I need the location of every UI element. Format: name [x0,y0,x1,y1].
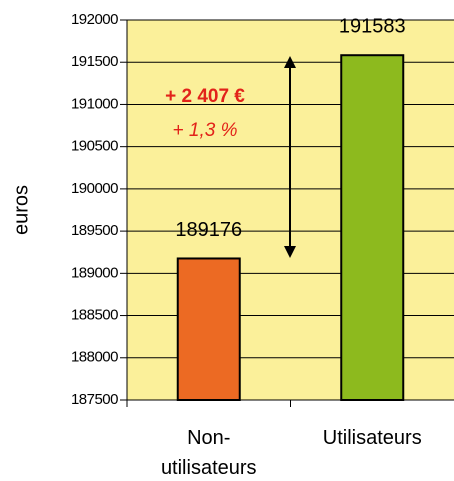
y-tick-label: 191000 [71,95,118,112]
y-tick-label: 190000 [71,180,118,197]
y-tick-label: 188500 [71,307,118,324]
bar [176,257,241,401]
y-tick-label: 191500 [71,53,118,70]
y-tick-label: 188000 [71,349,118,366]
value-label: 191583 [339,15,406,37]
value-label: 189176 [175,219,242,241]
annotation: + 1,3 % [173,120,238,141]
y-tick-label: 189000 [71,264,118,281]
y-axis-label: euros [10,185,32,235]
y-tick-label: 190500 [71,138,118,155]
x-tick-label: Utilisateurs [322,427,422,449]
y-tick-label: 187500 [71,391,118,408]
y-tick-label: 189500 [71,222,118,239]
annotation: + 2 407 € [165,86,245,107]
bar [340,54,405,401]
y-tick-label: 192000 [71,11,118,28]
x-tick-label: Non-utilisateurs [160,427,257,479]
